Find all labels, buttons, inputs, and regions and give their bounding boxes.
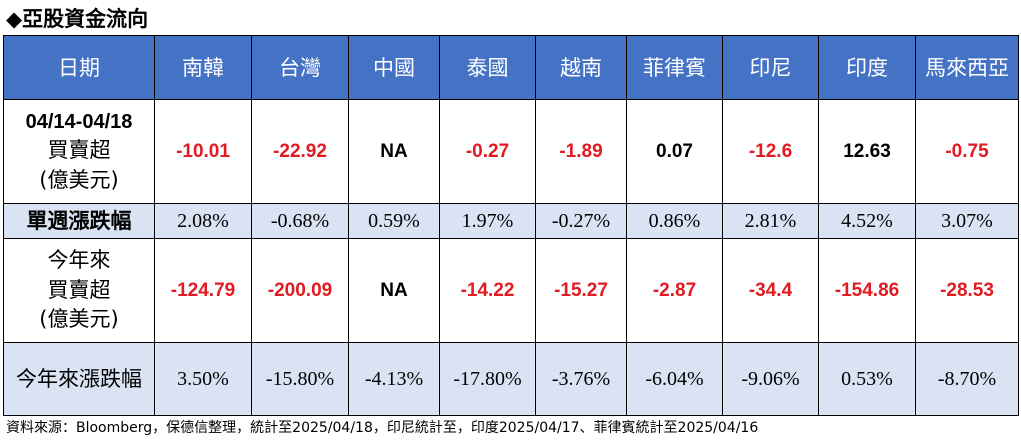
row-label-line: 04/14-04/18 <box>25 111 133 134</box>
flow-cell: -154.86 <box>818 238 916 343</box>
row-label-line: (億美元) <box>39 307 119 332</box>
flow-cell: -200.09 <box>251 238 349 343</box>
pct-cell: -9.06% <box>722 342 819 416</box>
flow-cell: 0.07 <box>626 99 723 204</box>
pct-cell: 3.50% <box>154 342 252 416</box>
pct-cell: 2.08% <box>154 203 252 239</box>
flow-cell: 12.63 <box>818 99 916 204</box>
pct-cell: 2.81% <box>722 203 819 239</box>
pct-cell: 0.59% <box>348 203 440 239</box>
row-label-line: 買賣超 <box>47 277 111 302</box>
header-market: 菲律賓 <box>626 35 723 100</box>
row-label: 今年來漲跌幅 <box>3 342 155 416</box>
pct-cell: -6.04% <box>626 342 723 416</box>
flow-cell: -2.87 <box>626 238 723 343</box>
header-market: 南韓 <box>154 35 252 100</box>
row-label: 單週漲跌幅 <box>3 203 155 239</box>
pct-cell: -4.13% <box>348 342 440 416</box>
flow-cell: -0.75 <box>915 99 1019 204</box>
source-note: 資料來源：Bloomberg，保德信整理，統計至2025/04/18，印尼統計至… <box>6 420 759 436</box>
flow-cell: -1.89 <box>535 99 627 204</box>
pct-cell: 3.07% <box>915 203 1019 239</box>
pct-cell: -15.80% <box>251 342 349 416</box>
pct-cell: -0.27% <box>535 203 627 239</box>
flow-cell: -15.27 <box>535 238 627 343</box>
pct-cell: 0.86% <box>626 203 723 239</box>
ytd-flow-row: 今年來 買賣超 (億美元) -124.79 -200.09 NA -14.22 … <box>3 238 1019 343</box>
flow-cell: -14.22 <box>439 238 536 343</box>
flow-cell: NA <box>348 99 440 204</box>
weekly-flow-row: 04/14-04/18 買賣超 (億美元) -10.01 -22.92 NA -… <box>3 99 1019 204</box>
row-label-line: (億美元) <box>39 167 119 192</box>
header-row: 日期 南韓 台灣 中國 泰國 越南 菲律賓 印尼 印度 馬來西亞 <box>3 35 1019 100</box>
weekly-change-row: 單週漲跌幅 2.08% -0.68% 0.59% 1.97% -0.27% 0.… <box>3 203 1019 239</box>
ytd-change-row: 今年來漲跌幅 3.50% -15.80% -4.13% -17.80% -3.7… <box>3 342 1019 416</box>
flow-cell: -28.53 <box>915 238 1019 343</box>
pct-cell: 0.53% <box>818 342 916 416</box>
flow-cell: -0.27 <box>439 99 536 204</box>
pct-cell: -0.68% <box>251 203 349 239</box>
row-label: 今年來 買賣超 (億美元) <box>3 238 155 343</box>
header-market: 印度 <box>818 35 916 100</box>
pct-cell: -3.76% <box>535 342 627 416</box>
flow-cell: NA <box>348 238 440 343</box>
flow-cell: -10.01 <box>154 99 252 204</box>
pct-cell: 4.52% <box>818 203 916 239</box>
row-label-line: 今年來 <box>47 248 111 273</box>
row-label: 04/14-04/18 買賣超 (億美元) <box>3 99 155 204</box>
flow-cell: -34.4 <box>722 238 819 343</box>
flow-cell: -12.6 <box>722 99 819 204</box>
header-date: 日期 <box>3 35 155 100</box>
pct-cell: 1.97% <box>439 203 536 239</box>
flow-cell: -124.79 <box>154 238 252 343</box>
header-market: 泰國 <box>439 35 536 100</box>
header-market: 越南 <box>535 35 627 100</box>
pct-cell: -8.70% <box>915 342 1019 416</box>
flow-cell: -22.92 <box>251 99 349 204</box>
table-title: ◆亞股資金流向 <box>6 7 149 31</box>
row-label-line: 買賣超 <box>47 138 111 163</box>
pct-cell: -17.80% <box>439 342 536 416</box>
header-market: 馬來西亞 <box>915 35 1019 100</box>
header-market: 台灣 <box>251 35 349 100</box>
header-market: 中國 <box>348 35 440 100</box>
asia-fund-flow-table: 日期 南韓 台灣 中國 泰國 越南 菲律賓 印尼 印度 馬來西亞 04/14-0… <box>3 35 1019 416</box>
header-market: 印尼 <box>722 35 819 100</box>
